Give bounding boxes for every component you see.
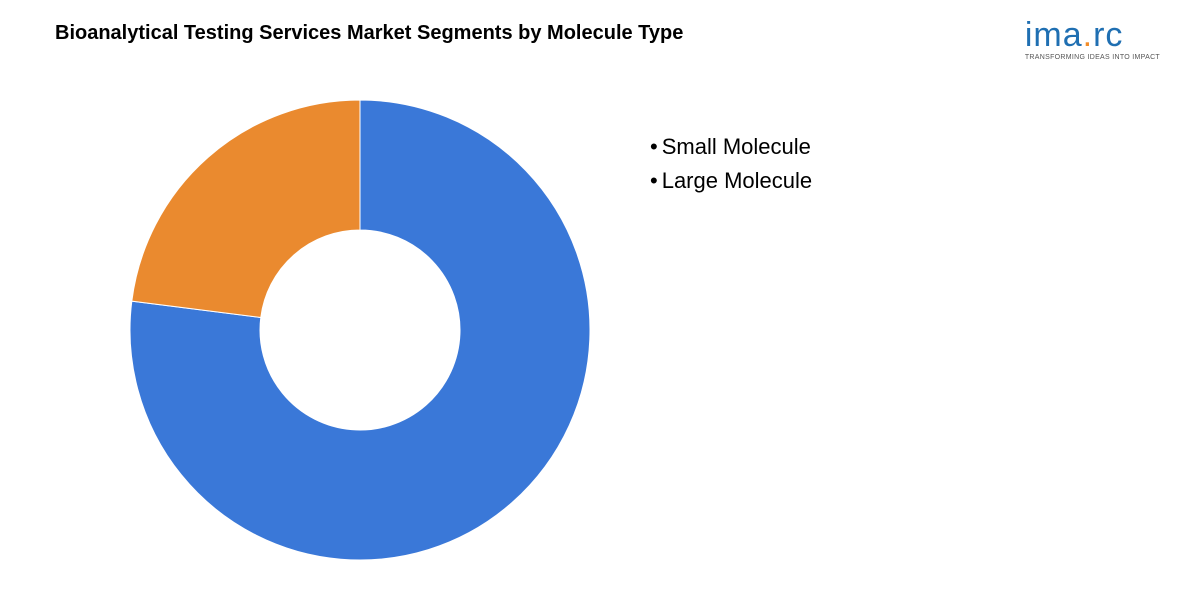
- donut-slice: [132, 100, 360, 317]
- logo-wordmark: ima.rc: [1025, 18, 1160, 52]
- chart-legend: Small Molecule Large Molecule: [650, 130, 812, 198]
- legend-item: Small Molecule: [650, 130, 812, 164]
- brand-logo: ima.rc TRANSFORMING IDEAS INTO IMPACT: [1025, 18, 1160, 61]
- logo-text-pre: ima: [1025, 16, 1083, 54]
- donut-chart: [120, 90, 600, 570]
- logo-text-post: rc: [1093, 16, 1123, 54]
- legend-item: Large Molecule: [650, 164, 812, 198]
- logo-dot-icon: .: [1083, 16, 1093, 54]
- logo-tagline: TRANSFORMING IDEAS INTO IMPACT: [1025, 54, 1160, 61]
- donut-svg: [120, 90, 600, 570]
- chart-title: Bioanalytical Testing Services Market Se…: [55, 22, 683, 45]
